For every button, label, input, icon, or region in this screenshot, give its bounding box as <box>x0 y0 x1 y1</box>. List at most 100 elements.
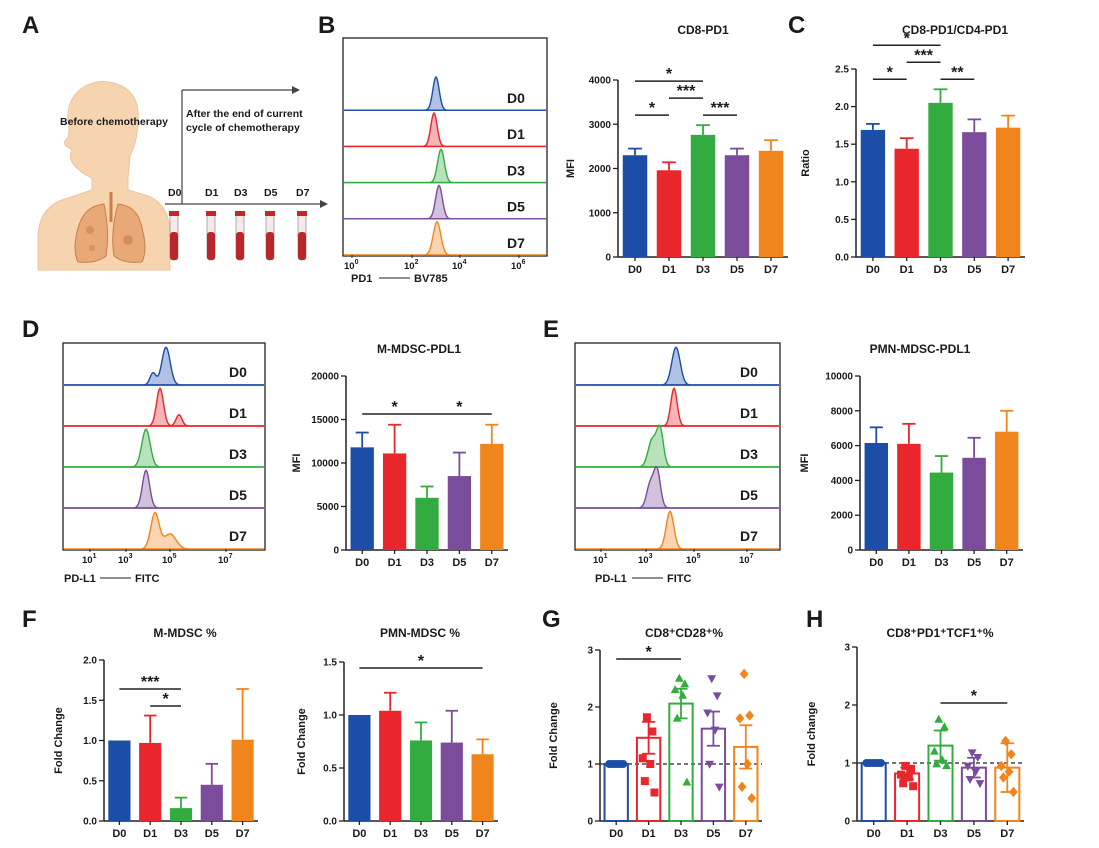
y-tick-label: 3 <box>844 643 850 654</box>
y-tick-label: 1.5 <box>835 140 849 151</box>
blood-tube-cap <box>265 211 275 216</box>
chart-title: M-MDSC-PDL1 <box>377 342 461 356</box>
blood-tube-fill <box>266 232 274 260</box>
data-point <box>963 762 973 771</box>
panel-letter-h: H <box>806 606 823 633</box>
panel-letter-g: G <box>542 606 561 633</box>
y-tick-label: 5000 <box>317 502 340 513</box>
y-axis-label: MFI <box>799 454 811 473</box>
x-tick-label: D3 <box>934 557 948 569</box>
x-tick-label: D5 <box>205 828 219 840</box>
x-tick-label: D5 <box>967 828 981 840</box>
y-tick-label: 3000 <box>589 120 612 131</box>
timeline-day-label: D1 <box>205 187 219 199</box>
x-tick-label: D5 <box>452 557 466 569</box>
bar <box>894 148 919 257</box>
histogram-tick-label: 101 <box>593 553 608 566</box>
data-point <box>1008 786 1018 798</box>
y-tick-label: 6000 <box>831 441 854 452</box>
data-point <box>638 754 647 763</box>
bar <box>200 784 223 821</box>
significance-label: * <box>971 688 978 705</box>
chart-title: CD8⁺CD28⁺% <box>645 626 723 640</box>
histogram-tick-label: 103 <box>638 553 653 566</box>
bar <box>379 710 402 821</box>
x-tick-label: D7 <box>764 264 778 276</box>
x-tick-label: D3 <box>933 828 947 840</box>
histogram-e-xlabel-marker: PD-L1 <box>595 573 627 585</box>
histogram-d: D0 D1 D3 D5 D7 101 103 105 107 PD-L1 FITC <box>62 342 266 585</box>
data-point <box>642 713 651 722</box>
data-point <box>876 759 885 767</box>
x-tick-label: D1 <box>383 828 397 840</box>
y-tick-label: 1 <box>587 760 593 771</box>
y-axis-label: MFI <box>565 159 577 178</box>
bar <box>724 155 750 257</box>
histogram-row-label: D1 <box>507 126 525 142</box>
blood-tube-cap <box>169 211 179 216</box>
histogram-d-xlabel-marker: PD-L1 <box>64 573 96 585</box>
significance-label: * <box>887 64 894 81</box>
x-tick-label: D1 <box>902 557 916 569</box>
significance-label: *** <box>914 47 933 64</box>
data-point <box>934 714 944 723</box>
x-tick-label: D7 <box>476 828 490 840</box>
histogram-tick-label: 100 <box>344 259 359 272</box>
histogram-d-frame <box>62 342 266 551</box>
bar <box>928 102 953 257</box>
histogram-tick-label: 104 <box>452 259 467 272</box>
y-tick-label: 2 <box>587 703 593 714</box>
y-tick-label: 1000 <box>589 208 612 219</box>
x-tick-label: D5 <box>967 264 981 276</box>
data-point <box>909 782 918 791</box>
significance-label: * <box>649 100 656 117</box>
x-tick-label: D0 <box>869 557 883 569</box>
x-tick-label: D3 <box>414 828 428 840</box>
y-tick-label: 1 <box>844 759 850 770</box>
data-point <box>710 726 720 735</box>
panel-letter-d: D <box>22 316 39 343</box>
data-point <box>745 710 754 721</box>
timeline-arrow-top <box>292 86 300 94</box>
data-point <box>670 685 680 694</box>
significance-label: * <box>904 30 911 47</box>
blood-tube-cap <box>235 211 245 216</box>
significance-label: * <box>666 66 673 83</box>
blood-tube-fill <box>207 232 215 260</box>
data-point <box>747 793 757 804</box>
x-tick-label: D7 <box>739 828 753 840</box>
data-point <box>1006 749 1016 760</box>
bar <box>962 457 986 550</box>
histogram-b-xlabel-marker: PD1 <box>351 273 372 285</box>
histogram-d-xlabel-fluor: FITC <box>135 573 159 585</box>
histogram-peak <box>344 220 546 256</box>
histogram-tick-label: 107 <box>739 553 754 566</box>
panel-letter-a: A <box>22 12 39 39</box>
data-point <box>646 760 655 768</box>
bar <box>409 740 433 821</box>
y-tick-label: 0 <box>847 546 853 557</box>
y-tick-label: 10000 <box>825 372 853 383</box>
data-point <box>737 781 747 792</box>
data-point <box>973 754 983 762</box>
bar <box>447 476 472 550</box>
timeline-arrow-bottom <box>320 200 328 208</box>
data-point <box>682 777 692 786</box>
timeline-day-label: D5 <box>264 187 278 199</box>
data-point <box>680 679 690 688</box>
y-axis-label: MFI <box>291 454 303 473</box>
y-tick-label: 0 <box>605 253 611 264</box>
histogram-row-label: D0 <box>507 90 525 106</box>
x-tick-label: D3 <box>174 828 188 840</box>
significance-label: * <box>418 653 425 670</box>
data-point <box>942 761 951 770</box>
chart-title: CD8-PD1 <box>677 23 729 37</box>
chart-title: PMN-MDSC % <box>380 626 460 640</box>
data-point <box>937 755 947 764</box>
histogram-tick-label: 105 <box>162 553 177 566</box>
data-point <box>678 690 688 699</box>
chart-title: CD8⁺PD1⁺TCF1⁺% <box>886 626 993 640</box>
y-tick-label: 1.5 <box>83 696 97 707</box>
